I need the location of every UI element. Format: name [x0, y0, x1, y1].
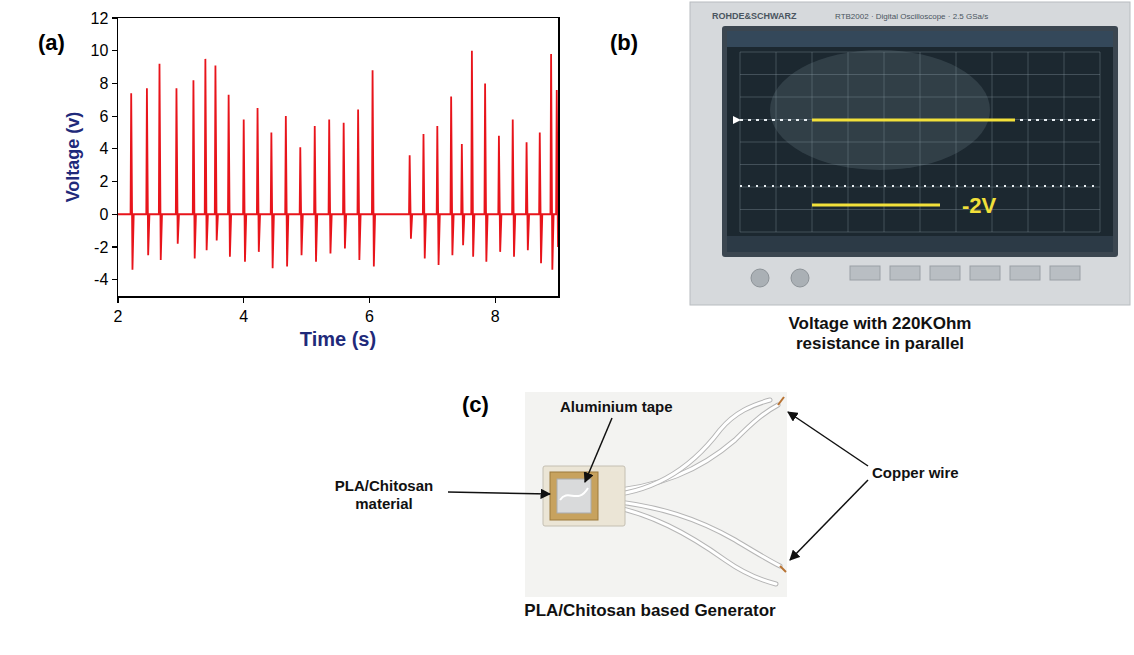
svg-text:6: 6	[99, 108, 108, 125]
html-text:Voltage with 220KOhm resistanc: Voltage with 220KOhm resistance in paral…	[788, 314, 972, 354]
svg-text:4: 4	[99, 140, 108, 157]
html-text:PLA/Chitosan based Generator: PLA/Chitosan based Generator	[524, 601, 776, 620]
svg-text:12: 12	[91, 10, 109, 27]
svg-text:Voltage (v): Voltage (v)	[63, 112, 83, 203]
svg-text:4: 4	[239, 308, 248, 325]
html-text:(b): (b)	[610, 30, 639, 55]
svg-text:Copper wire: Copper wire	[872, 464, 959, 481]
svg-text:2: 2	[99, 173, 108, 190]
svg-text:RTB2002 · Digital Oscilloscope: RTB2002 · Digital Oscilloscope · 2.5 GSa…	[835, 12, 988, 21]
html-text:PLA/Chitosan material: PLA/Chitosan material	[334, 477, 434, 512]
svg-text:8: 8	[491, 308, 500, 325]
svg-text:-4: -4	[94, 271, 108, 288]
svg-text:-2: -2	[94, 239, 108, 256]
svg-text:10: 10	[91, 42, 109, 59]
svg-text:Aluminium tape: Aluminium tape	[560, 398, 673, 415]
svg-text:8: 8	[99, 75, 108, 92]
svg-text:6: 6	[365, 308, 374, 325]
html-text:(a): (a)	[38, 30, 65, 55]
svg-text:-2V: -2V	[962, 193, 997, 218]
svg-text:0: 0	[99, 206, 108, 223]
svg-text:Time (s): Time (s)	[300, 328, 376, 350]
html-text:(c): (c)	[462, 392, 489, 417]
svg-text:ROHDE&SCHWARZ: ROHDE&SCHWARZ	[712, 11, 797, 21]
svg-text:2: 2	[114, 308, 123, 325]
